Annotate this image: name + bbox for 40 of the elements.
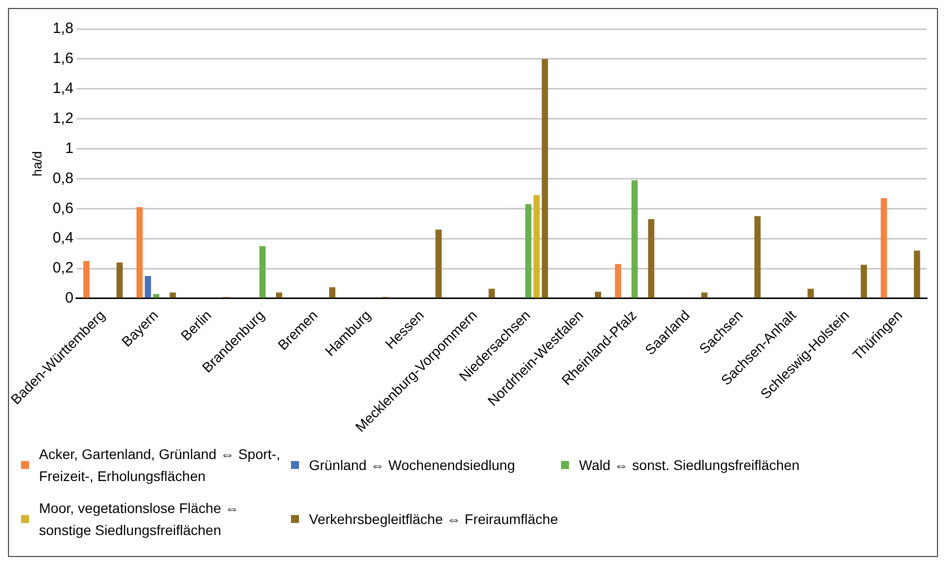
bar <box>614 264 622 298</box>
y-tick-label: 1 <box>65 140 74 157</box>
y-axis-title: ha/d <box>29 151 44 176</box>
bar <box>594 292 602 298</box>
y-tick-label: 0,2 <box>52 260 74 277</box>
bar <box>808 288 814 298</box>
bar <box>880 198 887 298</box>
bar <box>860 264 867 298</box>
bar <box>488 288 495 298</box>
y-tick-label: 0 <box>65 290 74 307</box>
bar <box>329 287 336 298</box>
bar <box>914 250 920 298</box>
bar <box>754 216 761 298</box>
y-tick-label: 1,8 <box>52 20 74 38</box>
y-tick-label: 1,2 <box>52 110 74 127</box>
bar <box>525 204 532 298</box>
bar <box>153 294 160 298</box>
bar <box>136 207 143 298</box>
legend-label: Grünland ⇔ Wochenendsiedlung <box>309 456 515 475</box>
bar <box>632 180 638 298</box>
bar <box>435 230 442 298</box>
y-tick-label: 1,6 <box>52 50 74 68</box>
bar <box>533 195 540 298</box>
y-tick-label: 0,8 <box>52 170 74 187</box>
bar <box>170 292 176 298</box>
legend-label: Verkehrsbegleitfläche ⇔ Freiraumfläche <box>309 510 558 529</box>
legend-label: Acker, Gartenland, Grünland ⇔ Sport-, Freizeit-, Erholungsflächen <box>39 445 282 486</box>
bar <box>116 262 123 298</box>
y-tick-label: 0,4 <box>52 230 74 247</box>
bar <box>259 246 266 298</box>
legend-label: Moor, vegetationslose Fläche ⇔ sonstige Siedlungsfreiflächen <box>39 499 240 540</box>
y-tick-label: 0,6 <box>52 200 74 217</box>
bar <box>144 276 151 298</box>
bar <box>542 58 548 298</box>
bar <box>701 292 708 298</box>
y-tick-label: 1,4 <box>52 80 74 98</box>
bar <box>276 292 282 298</box>
legend-label: Wald ⇔ sonst. Siedlungsfreiflächen <box>579 456 800 475</box>
bar <box>648 219 654 298</box>
bar <box>83 261 90 298</box>
